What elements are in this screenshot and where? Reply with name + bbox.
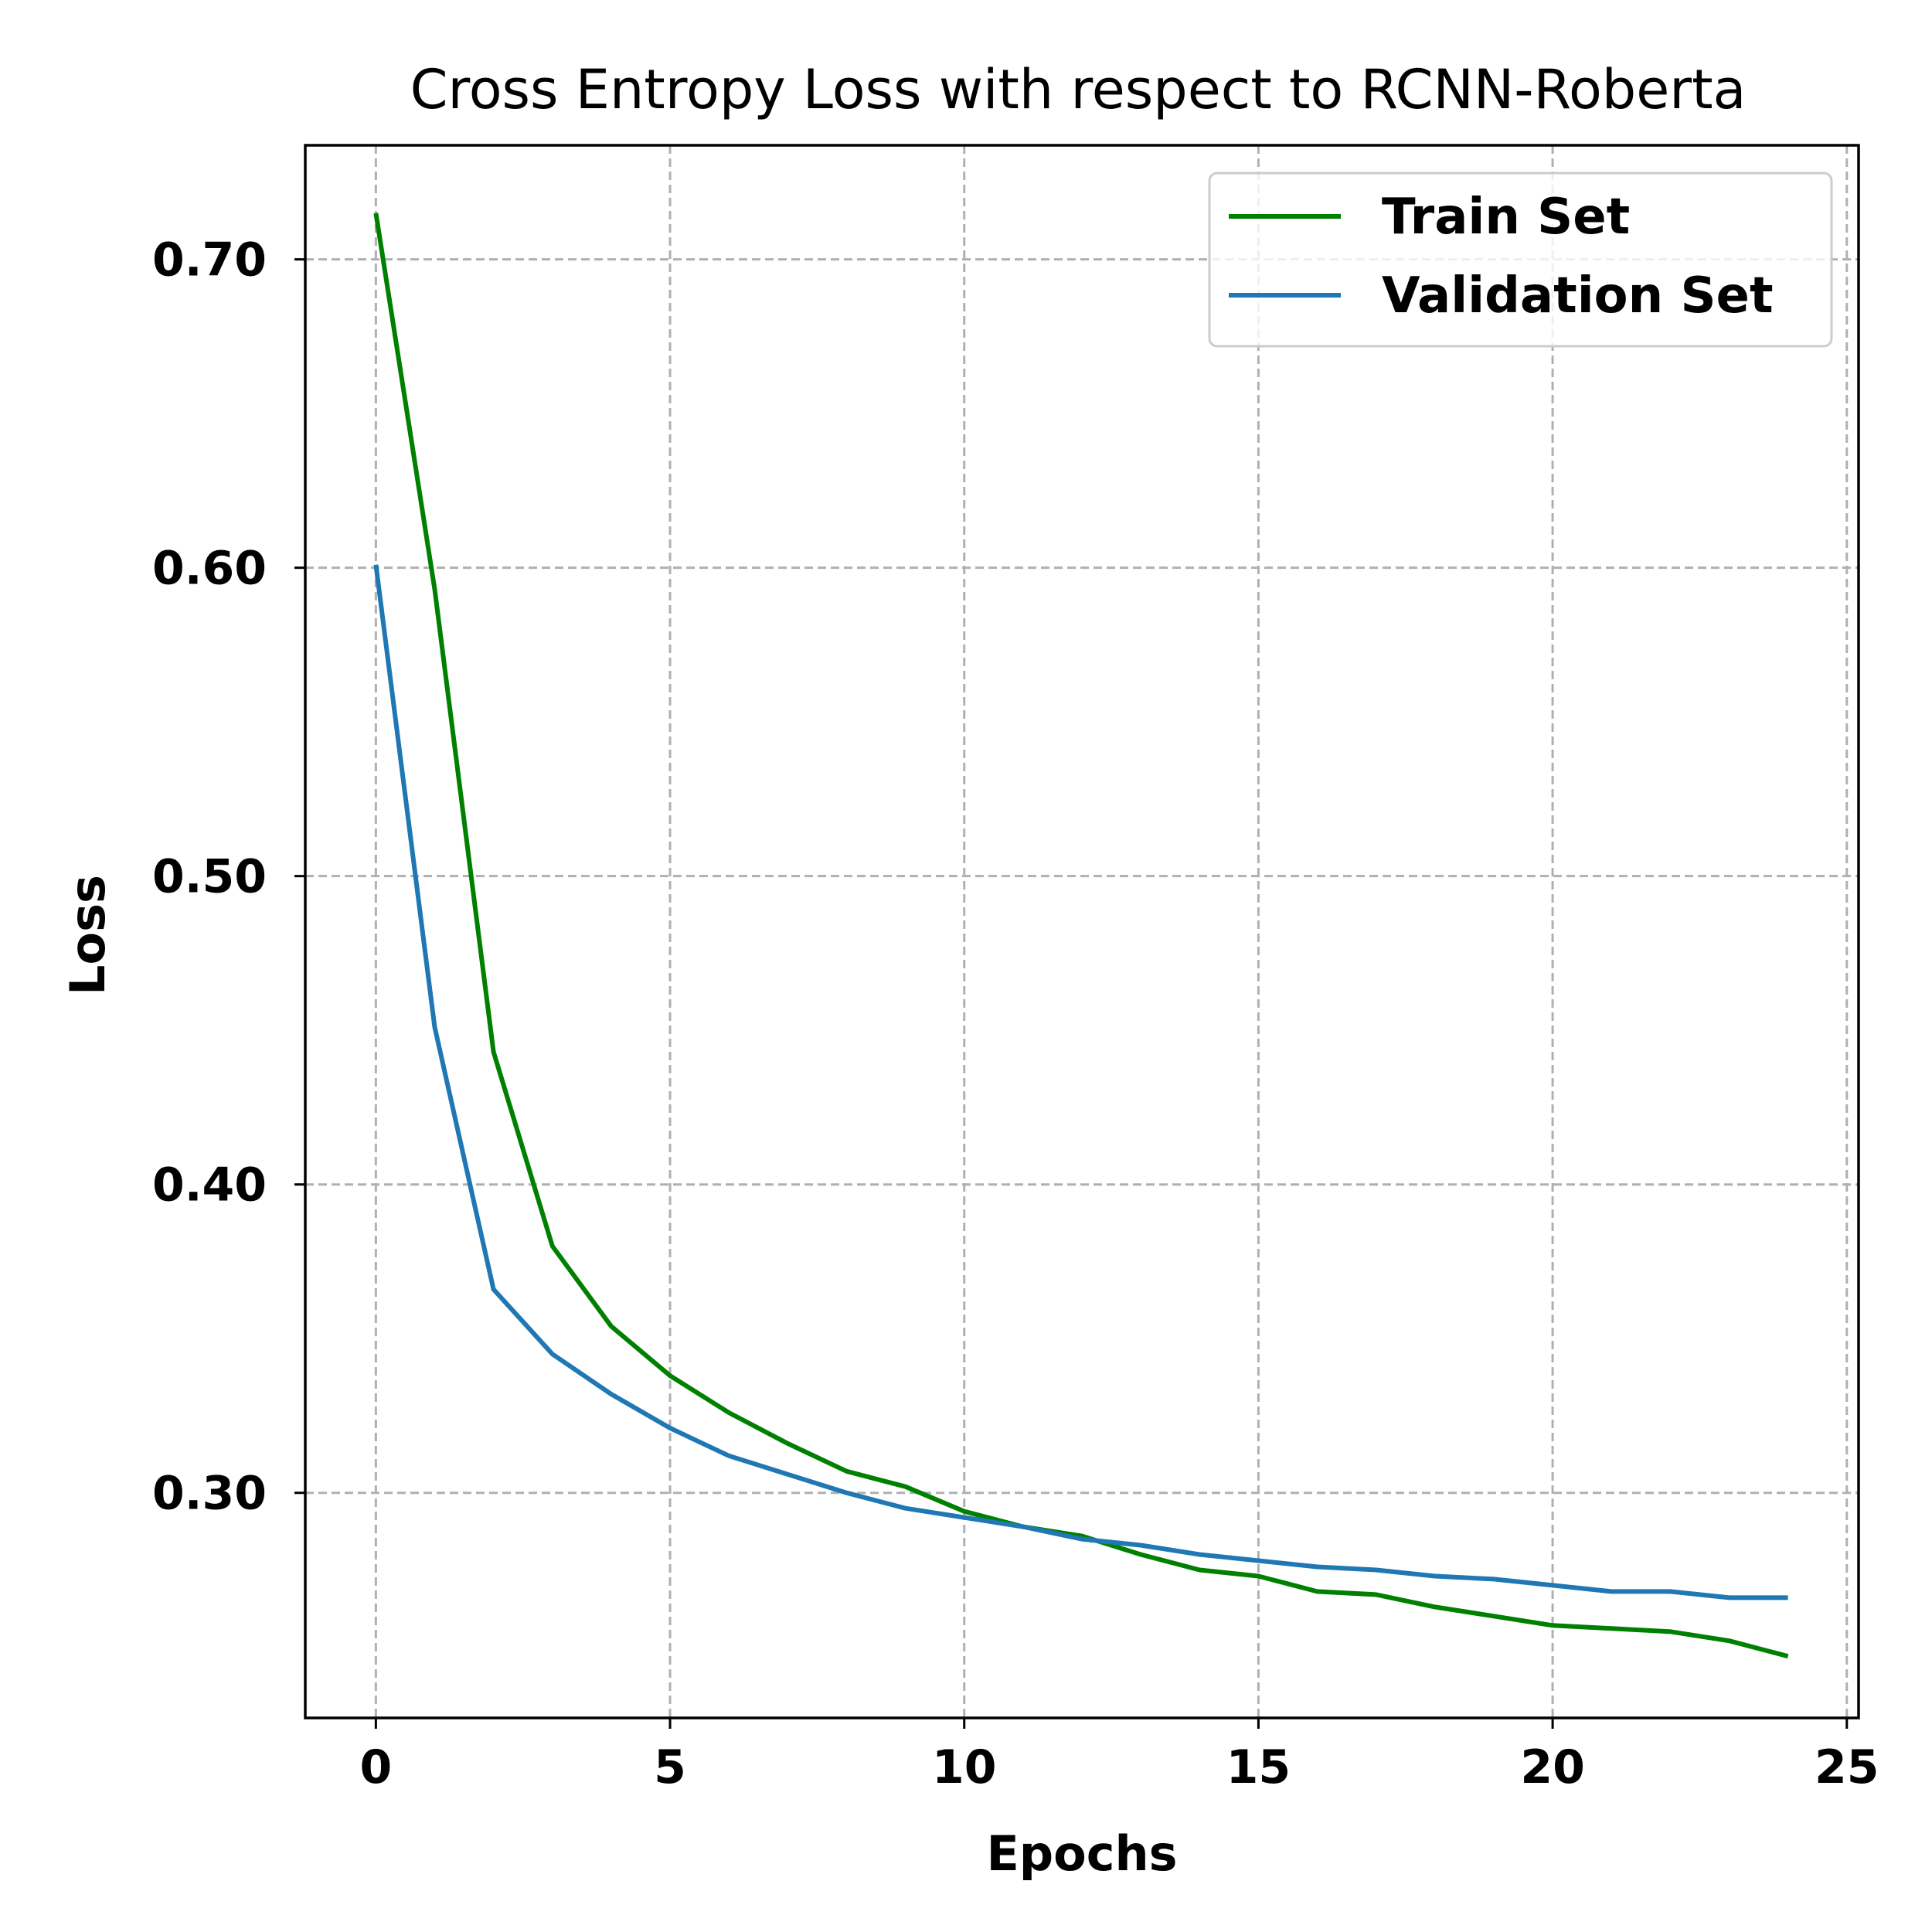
series-line-train-set xyxy=(373,213,1789,1659)
y-tick-label: 0.70 xyxy=(152,233,267,287)
chart-title: Cross Entropy Loss with respect to RCNN-… xyxy=(410,58,1747,121)
y-tick-label: 0.60 xyxy=(152,542,267,596)
series-line-validation-set xyxy=(373,564,1788,1600)
legend-label-train-set: Train Set xyxy=(1382,189,1630,246)
x-tick-label: 10 xyxy=(932,1740,997,1794)
y-axis-ticks: 0.30 0.40 0.50 0.60 0.70 xyxy=(152,233,305,1521)
y-tick-label: 0.30 xyxy=(152,1467,267,1521)
y-axis-label: Loss xyxy=(60,875,116,995)
x-axis-label: Epochs xyxy=(986,1825,1177,1882)
grid-lines xyxy=(305,145,1859,1718)
x-tick-label: 15 xyxy=(1226,1740,1291,1794)
series-lines xyxy=(373,213,1789,1659)
x-tick-label: 25 xyxy=(1815,1740,1879,1794)
legend-box xyxy=(1208,172,1833,348)
x-tick-label: 5 xyxy=(654,1740,686,1794)
x-tick-label: 0 xyxy=(359,1740,392,1794)
x-axis-ticks: 0 5 10 15 20 25 xyxy=(359,1718,1879,1794)
y-tick-label: 0.50 xyxy=(152,850,267,904)
plot-frame xyxy=(304,144,1860,1719)
legend: Train Set Validation Set xyxy=(1208,172,1833,348)
x-tick-label: 20 xyxy=(1520,1740,1585,1794)
legend-label-validation-set: Validation Set xyxy=(1382,267,1774,325)
y-tick-label: 0.40 xyxy=(152,1158,267,1213)
